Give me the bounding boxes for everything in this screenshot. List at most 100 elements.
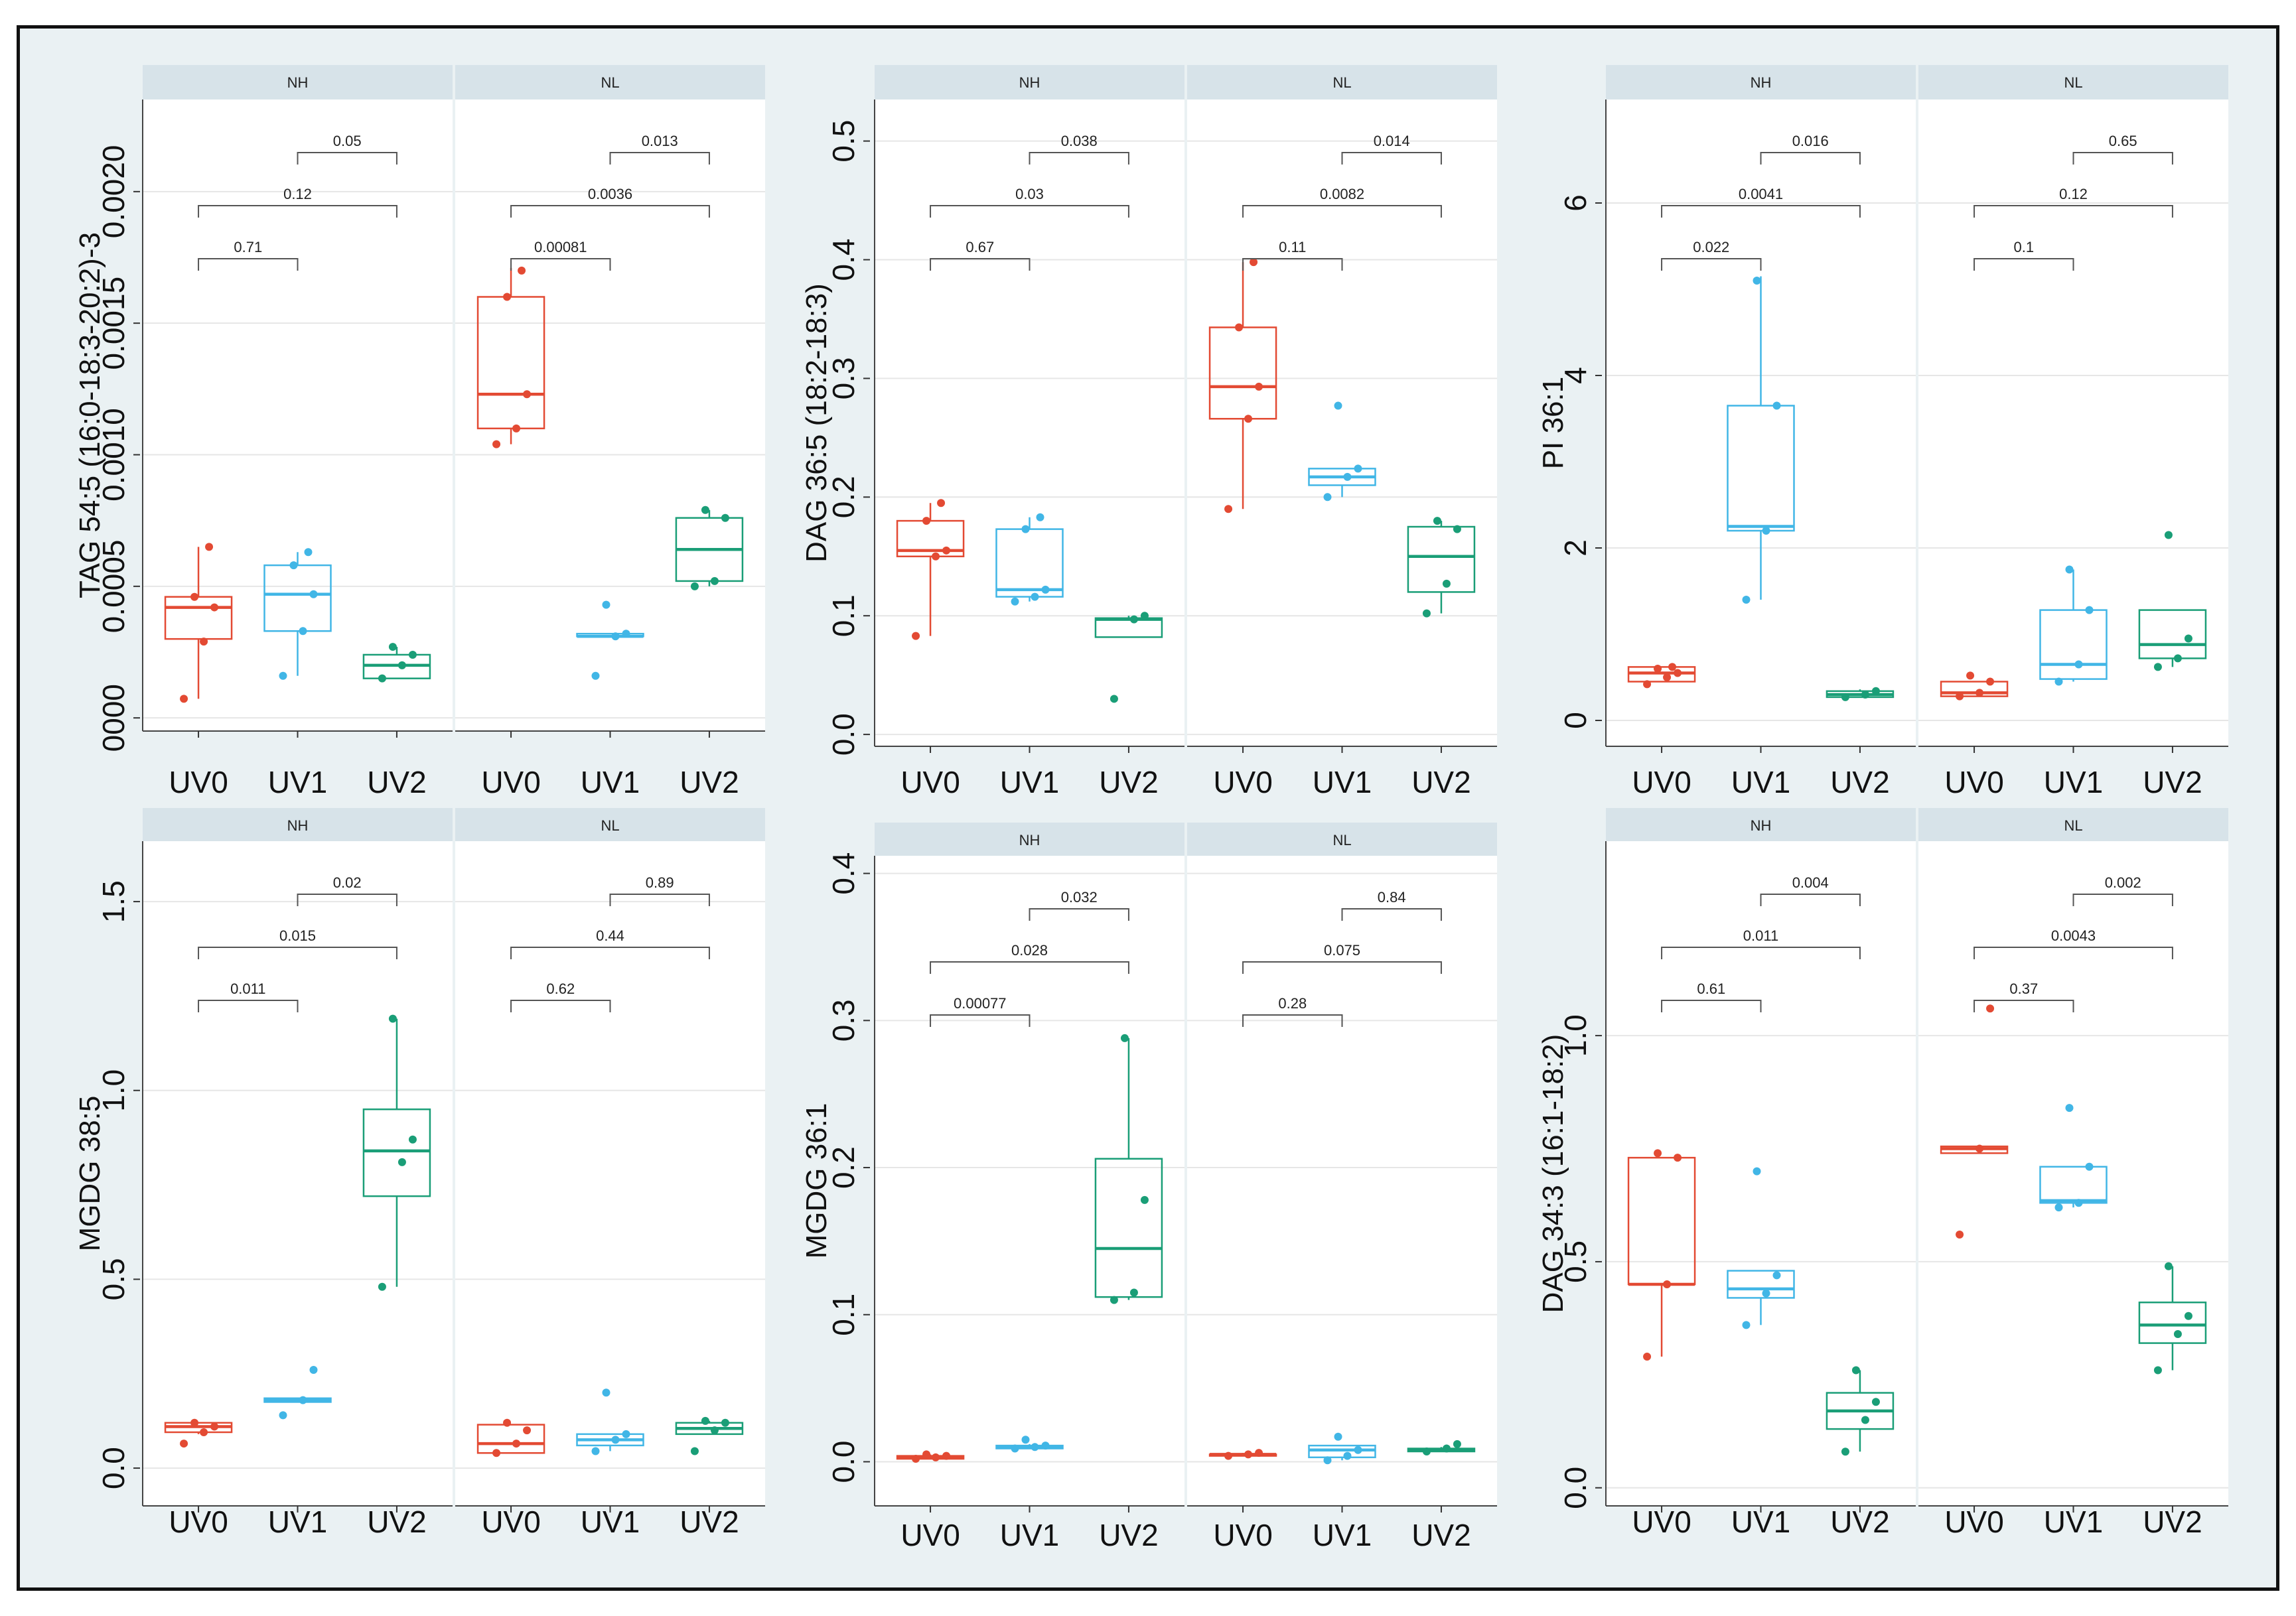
x-tick-label: UV1	[268, 1505, 327, 1539]
data-point	[690, 1447, 699, 1455]
x-tick-label: UV1	[1000, 765, 1059, 799]
pvalue-label: 0.075	[1324, 942, 1360, 959]
data-point	[2065, 1104, 2074, 1112]
data-point	[1031, 1443, 1039, 1451]
pvalue-label: 0.022	[1693, 239, 1729, 255]
facet-strip-label: NH	[1019, 832, 1040, 848]
data-point	[1442, 1444, 1451, 1453]
pvalue-label: 0.015	[279, 927, 316, 944]
y-tick-label: 0.5	[96, 1258, 131, 1300]
box-uv0	[1940, 1004, 2009, 1239]
pvalue-label: 0.002	[2105, 874, 2141, 891]
pvalue-bracket: 0.015	[198, 927, 397, 959]
data-point	[1742, 596, 1751, 604]
y-axis-title: PI 36:1	[1537, 377, 1569, 469]
facet-strip	[875, 65, 1184, 100]
y-tick-label: 0.3	[826, 357, 861, 399]
y-tick-label: 0.1	[826, 594, 861, 637]
data-point	[1255, 1449, 1263, 1457]
bracket-line	[609, 152, 710, 165]
bracket-line	[1760, 894, 1861, 906]
data-point	[1031, 592, 1039, 601]
pvalue-bracket: 0.71	[198, 239, 299, 271]
facet-strip-label: NL	[1332, 74, 1351, 91]
pvalue-bracket: 0.12	[198, 186, 397, 218]
data-point	[710, 1426, 719, 1435]
box-uv2	[2138, 1262, 2207, 1375]
pvalue-label: 0.03	[1015, 186, 1044, 202]
data-point	[937, 499, 946, 507]
data-point	[378, 674, 386, 683]
facet-panel	[1606, 100, 1916, 746]
pvalue-bracket: 0.03	[930, 186, 1129, 218]
facet-nh: NH 0.022 0.0041 0.016 UV0 UV1 UV2	[1605, 65, 1916, 799]
pvalue-label: 0.016	[1792, 133, 1829, 149]
bracket-line	[930, 205, 1129, 218]
pvalue-label: 0.02	[333, 874, 362, 891]
data-point	[1841, 693, 1849, 701]
box-uv0	[164, 1418, 233, 1448]
data-point	[2173, 654, 2182, 663]
facet-nl: NL 0.1 0.12 0.65 UV0 UV1 UV2	[1918, 65, 2228, 799]
bracket-line	[2072, 894, 2173, 906]
data-point	[2054, 1203, 2063, 1212]
data-point	[2085, 1162, 2094, 1171]
pvalue-bracket: 0.00081	[510, 239, 611, 271]
x-tick-label: UV1	[2044, 765, 2103, 799]
x-tick-label: UV2	[680, 765, 739, 799]
data-point	[512, 1440, 521, 1448]
bracket-line	[1341, 152, 1442, 165]
box-iqr	[1094, 1158, 1163, 1298]
y-tick-label: 0.4	[826, 239, 861, 281]
data-point	[1663, 673, 1672, 681]
data-point	[942, 1451, 951, 1460]
x-tick-label: UV2	[1099, 765, 1158, 799]
y-tick-label: 2	[1558, 539, 1593, 557]
data-point	[1422, 609, 1431, 618]
data-point	[388, 643, 397, 651]
box-uv0	[476, 266, 545, 448]
x-tick-label: UV0	[900, 1518, 960, 1552]
box-uv1	[2039, 1104, 2108, 1212]
data-point	[388, 1014, 397, 1023]
x-tick-label: UV1	[1313, 765, 1372, 799]
pvalue-label: 0.11	[1279, 239, 1306, 255]
data-point	[1674, 669, 1682, 677]
data-point	[1120, 1034, 1129, 1042]
pvalue-bracket: 0.02	[297, 874, 397, 906]
bracket-line	[1029, 908, 1129, 921]
data-point	[602, 600, 610, 609]
box-uv0	[896, 1450, 965, 1463]
data-point	[1110, 1296, 1118, 1304]
x-tick-label: UV1	[1731, 765, 1790, 799]
bracket-line	[2072, 152, 2173, 165]
box-uv2	[362, 643, 431, 683]
bracket-line	[1973, 947, 2173, 959]
box-uv0	[1627, 663, 1696, 689]
pvalue-label: 0.032	[1061, 889, 1098, 906]
bracket-line	[1973, 205, 2173, 218]
panel-group-1: TAG 54:5 (16:0-18:3-20:2)-3 0000 0.0005 0.0…	[74, 65, 765, 799]
facet-panel	[875, 856, 1184, 1506]
bracket-line	[198, 205, 397, 218]
pvalue-bracket: 0.44	[510, 927, 710, 959]
y-tick-label: 0.2	[826, 476, 861, 518]
data-point	[1334, 1432, 1342, 1441]
data-point	[1422, 1447, 1431, 1455]
pvalue-bracket: 0.37	[1973, 980, 2074, 1012]
data-point	[1250, 258, 1258, 267]
data-point	[2074, 1199, 2083, 1207]
facet-nl: NL 0.62 0.44 0.89 UV0 UV1 UV2	[455, 808, 765, 1539]
data-point	[408, 650, 417, 659]
data-point	[701, 1416, 709, 1425]
y-tick-label: 1.5	[96, 880, 131, 923]
facet-strip-label: NL	[2064, 74, 2082, 91]
pvalue-bracket: 0.84	[1341, 889, 1442, 921]
x-tick-label: UV1	[2044, 1505, 2103, 1539]
data-point	[190, 592, 199, 601]
panel-group-4: MGDG 38:5 0.0 0.5 1.0 1.5 NH 0.011 0.015 0.02 UV0…	[74, 808, 765, 1539]
data-point	[2074, 660, 2083, 669]
data-point	[1643, 1353, 1652, 1361]
box-iqr	[2039, 1166, 2108, 1204]
